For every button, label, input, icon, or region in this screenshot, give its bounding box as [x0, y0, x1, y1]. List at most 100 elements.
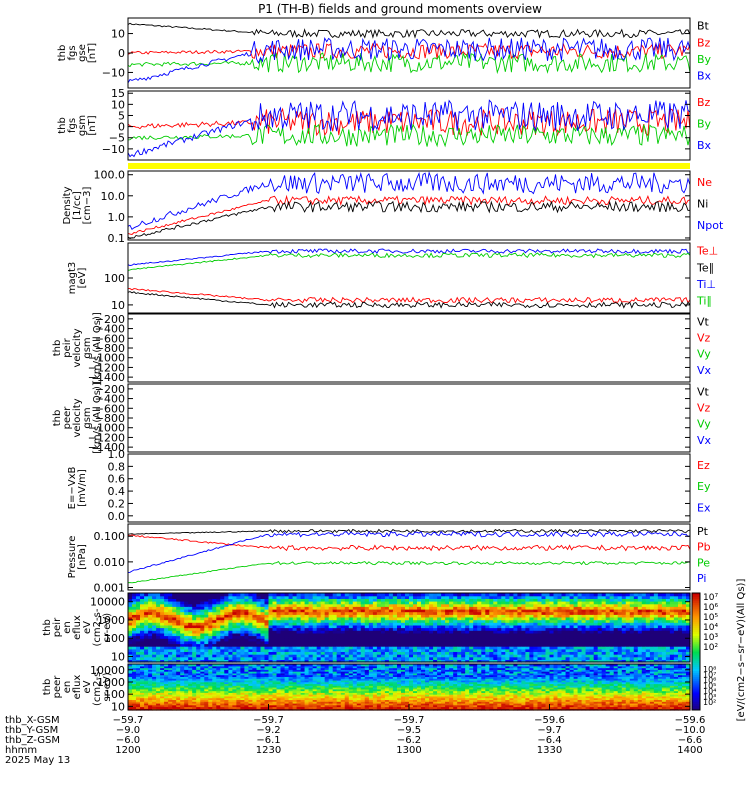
spectrogram-cell	[132, 654, 137, 658]
spectrogram-cell	[156, 598, 161, 602]
spectrogram-cell	[232, 601, 237, 605]
spectrogram-cell	[220, 619, 225, 623]
spectrogram-cell	[180, 611, 185, 615]
spectrogram-cell	[224, 593, 229, 597]
spectrogram-cell	[248, 601, 253, 605]
spectrogram-cell	[264, 648, 270, 652]
spectrogram-cell	[264, 630, 270, 634]
spectrogram-cell	[216, 624, 221, 629]
spectrogram-cell	[184, 595, 189, 599]
spectrogram-cell	[176, 595, 181, 599]
spectrogram-cell	[136, 656, 141, 660]
spectrogram-cell	[128, 638, 133, 642]
spectrogram-cell	[128, 624, 133, 629]
spectrogram-cell	[228, 632, 233, 637]
spectrogram-cell	[176, 619, 181, 623]
spectrogram-cell	[140, 632, 145, 637]
spectrogram-cell	[264, 606, 270, 610]
spectrogram-cell	[268, 651, 274, 655]
spectrogram-cell	[128, 659, 133, 663]
spectrogram-cell	[148, 616, 153, 621]
spectrogram-cell	[184, 624, 189, 629]
spectrogram-cell	[200, 606, 205, 610]
spectrogram-cell	[268, 611, 274, 615]
spectrogram-cell	[216, 635, 221, 639]
legend-Pt: Pt	[697, 525, 709, 538]
spectrogram-cell	[212, 624, 217, 629]
spectrogram-cell	[212, 651, 217, 655]
spectrogram-cell	[232, 622, 237, 626]
spectrogram-cell	[228, 611, 233, 615]
spectrogram-cell	[132, 624, 137, 629]
spectrogram-cell	[252, 595, 257, 599]
spectrogram-cell	[268, 640, 274, 645]
spectrogram-cell	[224, 656, 229, 660]
y-tick-label: 100.0	[94, 169, 126, 182]
legend-Bx: Bx	[697, 139, 712, 152]
spectrogram-cell	[252, 601, 257, 605]
spectrogram-cell	[212, 640, 217, 645]
spectrogram-cell	[204, 608, 209, 613]
spectrogram-cell	[176, 601, 181, 605]
spectrogram-cell	[172, 608, 177, 613]
spectrogram-cell	[268, 630, 274, 634]
spectrogram-cell	[208, 619, 213, 623]
spectrogram-cell	[240, 640, 245, 645]
spectrogram-cell	[156, 656, 161, 660]
spectrogram-cell	[216, 632, 221, 637]
spectrogram-cell	[236, 601, 241, 605]
spectrogram-cell	[260, 595, 266, 599]
y-tick-label: −800	[95, 342, 125, 355]
spectrogram-cell	[260, 654, 266, 658]
spectrogram-cell	[144, 611, 149, 615]
spectrogram-cell	[160, 635, 165, 639]
spectrogram-cell	[244, 614, 249, 618]
spectrogram-cell	[136, 619, 141, 623]
spectrogram-cell	[208, 622, 213, 626]
spectrogram-cell	[156, 616, 161, 621]
spectrogram-cell	[140, 619, 145, 623]
spectrogram-cell	[236, 595, 241, 599]
spectrogram-cell	[164, 616, 169, 621]
spectrogram-cell	[232, 643, 237, 647]
panel-frame	[127, 313, 691, 383]
spectrogram-cell	[252, 638, 257, 642]
spectrogram-cell	[228, 593, 233, 597]
spectrogram-cell	[156, 648, 161, 652]
spectrogram-cell	[240, 630, 245, 634]
spectrogram-cell	[128, 654, 133, 658]
spectrogram-cell	[184, 632, 189, 637]
spectrogram-cell	[216, 601, 221, 605]
spectrogram-cell	[248, 603, 253, 607]
spectrogram-cell	[156, 611, 161, 615]
spectrogram-cell	[192, 598, 197, 602]
spectrogram-cell	[180, 622, 185, 626]
spectrogram-cell	[192, 593, 197, 597]
spectrogram-cell	[216, 630, 221, 634]
spectrogram-cell	[140, 651, 145, 655]
legend-Ez: Ez	[697, 459, 710, 472]
spectrogram-cell	[172, 643, 177, 647]
y-tick-label: 1.0	[108, 211, 126, 224]
y-axis-label-line: thb	[52, 410, 63, 427]
spectrogram-cell	[268, 638, 274, 642]
spectrogram-cell	[204, 593, 209, 597]
spectrogram-cell	[184, 601, 189, 605]
spectrogram-cell	[136, 638, 141, 642]
spectrogram-cell	[224, 611, 229, 615]
y-axis-label-line: gse	[77, 44, 88, 62]
spectrogram-cell	[200, 593, 205, 597]
spectrogram-cell	[152, 640, 157, 645]
spectrogram-cell	[260, 619, 266, 623]
spectrogram-cell	[212, 659, 217, 663]
spectrogram-cell	[164, 635, 169, 639]
spectrogram-cell	[172, 595, 177, 599]
spectrogram-cell	[164, 630, 169, 634]
spectrogram-cell	[256, 643, 262, 647]
spectrogram-cell	[148, 630, 153, 634]
spectrogram-cell	[208, 611, 213, 615]
spectrogram-cell	[156, 624, 161, 629]
spectrogram-cell	[256, 640, 262, 645]
